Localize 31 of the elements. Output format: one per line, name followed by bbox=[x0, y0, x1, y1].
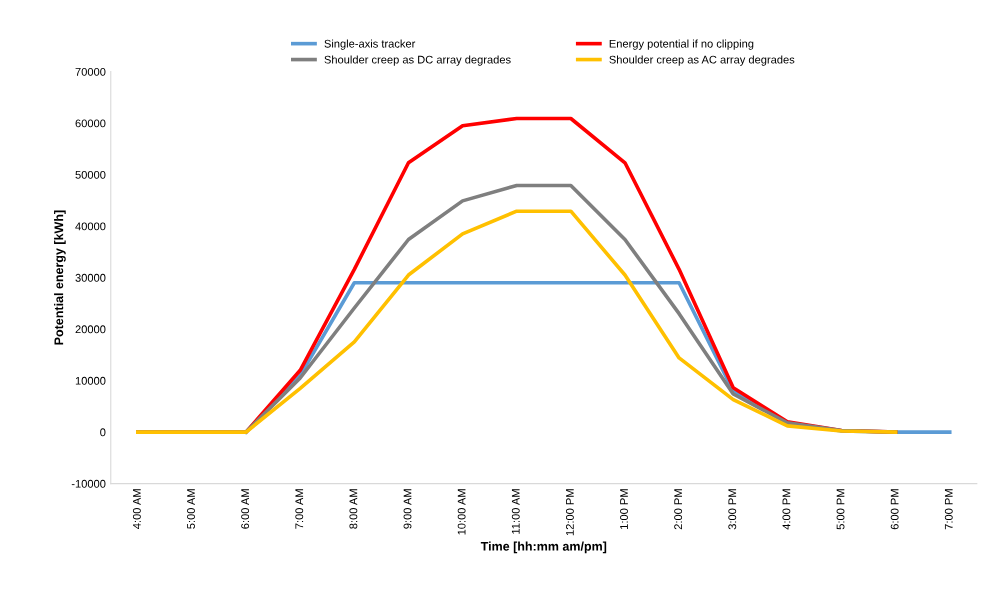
x-tick-label: 4:00 PM bbox=[782, 489, 791, 530]
x-tick-label: 1:00 PM bbox=[620, 489, 628, 529]
x-tick-label: 7:00 AM bbox=[295, 489, 304, 529]
x-tick-label: 5:00 AM bbox=[187, 489, 195, 529]
x-tick-label: 3:00 PM bbox=[728, 489, 737, 530]
x-axis-title: Time [hh:mm am/pm] bbox=[480, 541, 607, 554]
x-tick-label: 6:00 PM bbox=[890, 489, 899, 530]
y-tick-label: 60000 bbox=[75, 119, 106, 128]
x-tick-label: 6:00 AM bbox=[241, 489, 250, 529]
y-tick-label: 30000 bbox=[75, 273, 106, 282]
y-axis-title: Potential energy [kWh] bbox=[54, 210, 66, 345]
legend-label: Energy potential if no clipping bbox=[609, 39, 754, 50]
x-tick-label: 2:00 PM bbox=[674, 489, 683, 530]
y-tick-label: 10000 bbox=[75, 376, 106, 385]
x-tick-label: 4:00 AM bbox=[132, 489, 141, 529]
y-tick-label: 40000 bbox=[75, 222, 106, 231]
y-tick-label: 50000 bbox=[75, 170, 106, 179]
y-tick-label: 20000 bbox=[75, 325, 106, 334]
legend-label: Shoulder creep as DC array degrades bbox=[324, 55, 511, 66]
x-tick-label: 11:00 AM bbox=[511, 489, 520, 534]
x-tick-label: 10:00 AM bbox=[457, 489, 466, 535]
y-tick-label: -10000 bbox=[71, 479, 106, 488]
y-tick-label: 70000 bbox=[75, 67, 106, 76]
legend-label: Single-axis tracker bbox=[324, 39, 416, 50]
y-tick-label: 0 bbox=[100, 428, 106, 437]
x-tick-label: 5:00 PM bbox=[836, 489, 845, 530]
x-tick-label: 12:00 PM bbox=[565, 489, 574, 536]
x-tick-label: 7:00 PM bbox=[944, 489, 953, 530]
legend-label: Shoulder creep as AC array degrades bbox=[609, 55, 795, 66]
x-tick-label: 8:00 AM bbox=[349, 489, 358, 529]
x-tick-label: 9:00 AM bbox=[403, 489, 412, 529]
